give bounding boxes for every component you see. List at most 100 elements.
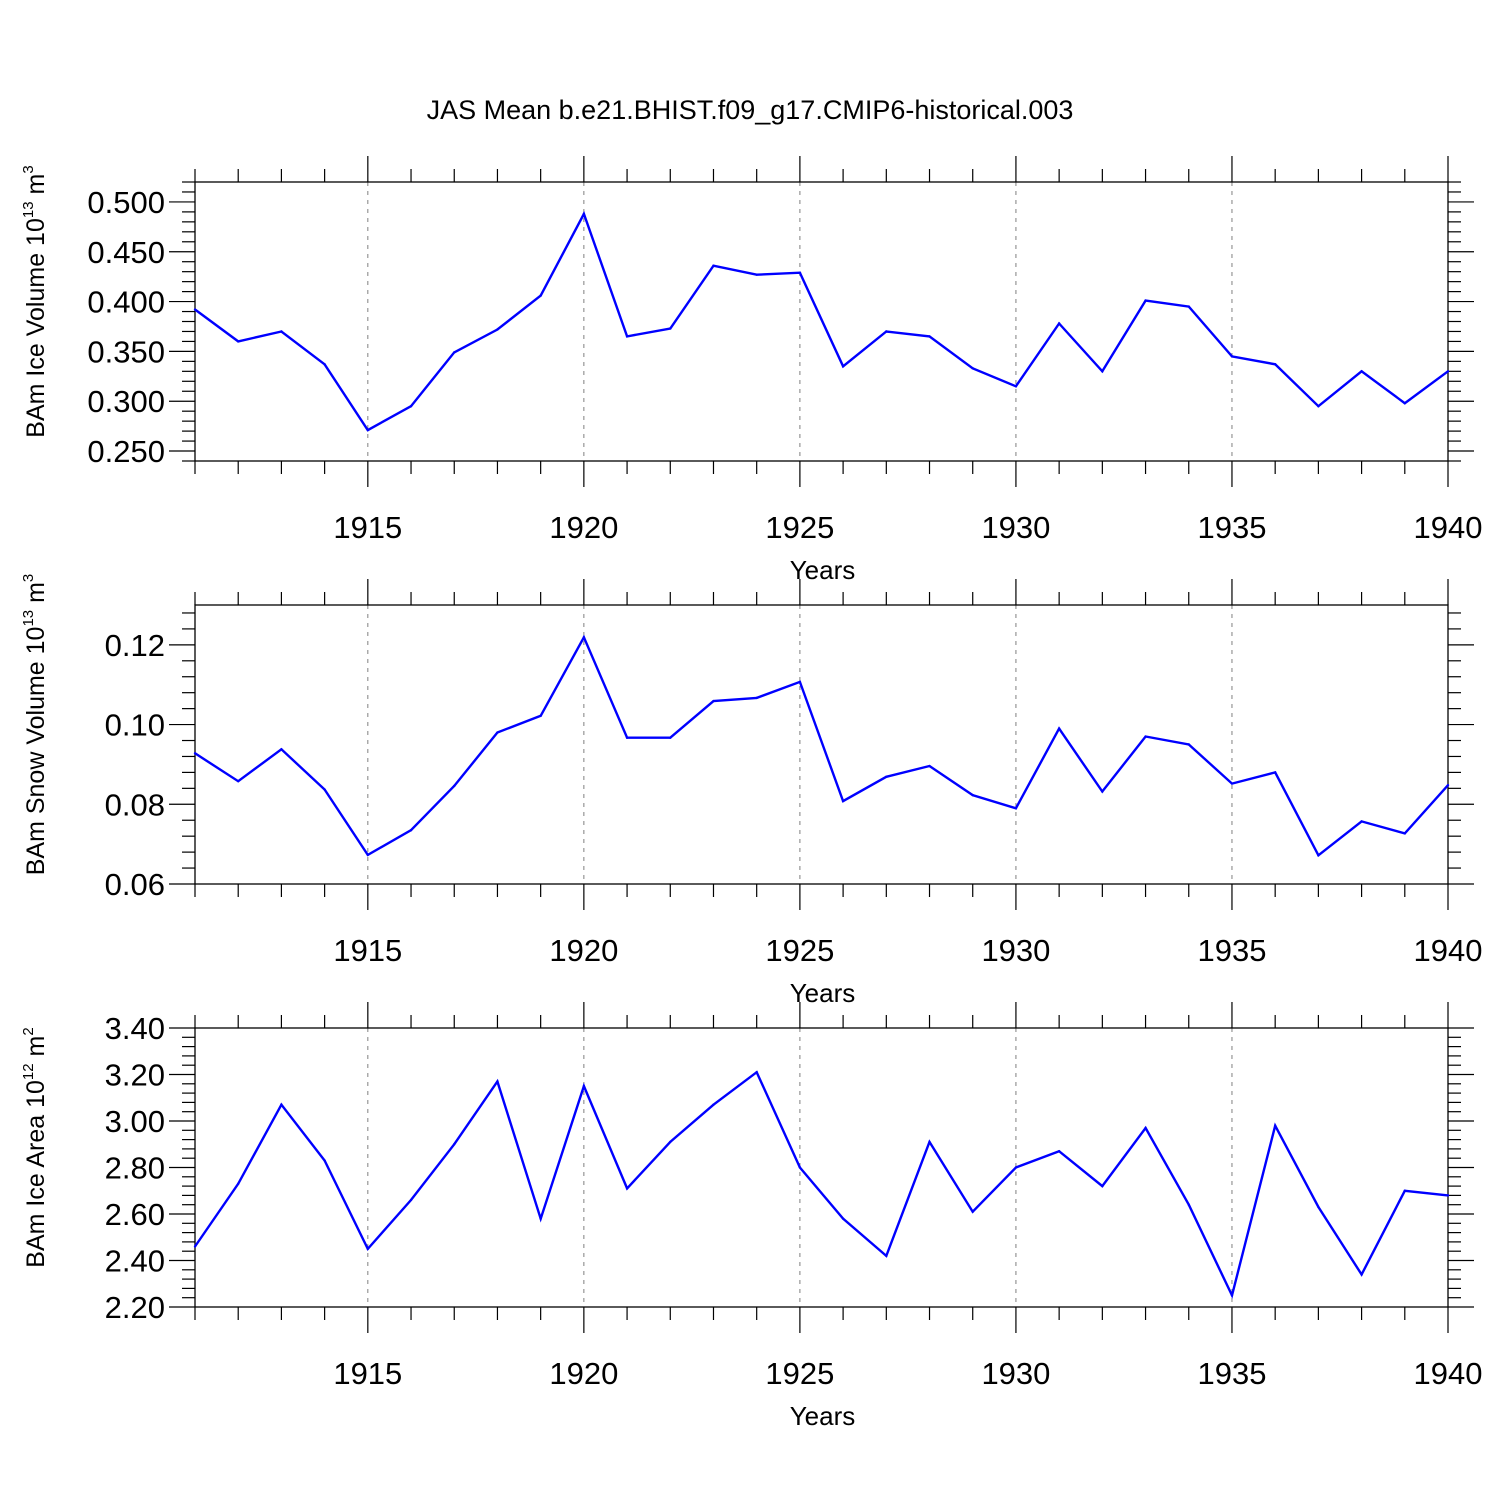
chart-1-x-tick-label: 1915 [333,510,402,545]
chart-3-data-point [712,1103,715,1106]
chart-1-y-tick-label: 0.500 [87,185,165,220]
figure-title: JAS Mean b.e21.BHIST.f09_g17.CMIP6-histo… [427,95,1074,125]
chart-3-data-point [1144,1126,1147,1130]
chart-1-data-point [669,327,672,330]
chart-2-y-tick-label: 0.12 [105,628,165,663]
chart-2-x-tick-label: 1925 [765,933,834,968]
chart-2-data-point [1317,854,1320,857]
chart-2-x-tick-label: 1935 [1197,933,1266,968]
chart-2-data-point [1014,807,1018,810]
chart-3-data-point [1446,1194,1450,1197]
chart-1-data-point [1014,385,1018,388]
chart-2-data-point [1144,735,1147,738]
chart-2-data-point [1230,782,1234,785]
chart-1-data-point [841,365,845,368]
chart-2-y-tick-label: 0.08 [105,787,165,822]
chart-2-series-line [194,634,1449,858]
chart-2-x-tick-label: 1930 [981,933,1050,968]
chart-2-data-point [625,736,629,739]
chart-3-data-point [1014,1166,1018,1169]
chart-1-data-point [885,330,888,333]
chart-3-data-point [323,1159,326,1162]
chart-2-data-point [798,680,802,684]
chart-2-data-point [1273,771,1277,774]
chart-2-x-axis-title: Years [790,978,856,1008]
chart-1-data-point [1101,370,1104,373]
chart-3-x-axis-title: Years [790,1401,856,1431]
chart-2-data-point [841,799,845,803]
chart-2-data-point [1187,743,1190,746]
chart-2-x-tick-label: 1915 [333,933,402,968]
chart-1-data-point [1144,299,1147,302]
chart-1-data-point [755,273,758,276]
chart-1-data-point [1446,370,1450,373]
chart-1-data-point [366,428,370,432]
chart-1-data-point [280,330,283,333]
chart-1-data-point [237,340,240,343]
chart-3-data-point [409,1198,413,1202]
chart-1-data-point [539,294,542,297]
chart-2-data-point [280,748,283,751]
chart-1-y-axis-title: BAm Ice Volume 1013 m3 [20,165,50,437]
chart-3-y-axis-title: BAm Ice Area 1012 m2 [20,1027,50,1267]
chart-2-data-point [1360,820,1363,823]
chart-2-data-point [539,714,542,718]
chart-3-data-point [193,1245,197,1248]
chart-1-data-point [1230,355,1234,358]
chart-2-data-point [453,784,456,788]
chart-1-data-point [1317,404,1320,408]
chart-3-frame [194,1027,1449,1308]
chart-2-data-point [366,853,370,857]
chart-3-data-point [496,1080,499,1083]
chart-1-data-point [193,308,197,311]
chart-1-data-point [1273,363,1277,366]
chart-1-data-point [1187,305,1190,308]
chart-2-data-point [582,636,586,639]
chart-1-y-tick-label: 0.250 [87,434,165,469]
chart-3-data-point [237,1182,240,1185]
chart-1-data-point [323,363,326,366]
chart-2-data-point [755,696,758,700]
chart-3-y-tick-label: 3.40 [105,1011,165,1046]
chart-3-data-point [798,1166,802,1169]
chart-2-data-point [1446,783,1450,787]
chart-3-y-tick-label: 3.00 [105,1104,165,1139]
chart-1: 0.250 0.300 0.350 0.400 0.450 0.500 1915 1920 19… [20,156,1482,585]
chart-3-data-point [453,1143,456,1146]
chart-1-data-point [1057,322,1061,325]
chart-2-data-point [885,775,888,778]
chart-2-x-tick-label: 1940 [1414,933,1483,968]
chart-3-data-point [755,1070,758,1074]
chart-2-x-tick-label: 1920 [549,933,618,968]
chart-1-data-point [409,404,413,408]
chart-3-data-point [928,1140,931,1144]
chart-2: 0.06 0.08 0.10 0.12 1915 1920 1925 1930 1935 1940… [20,574,1482,1008]
chart-2-data-point [193,752,197,755]
chart-3-data-point [1403,1189,1406,1192]
chart-2-y-tick-label: 0.06 [105,867,165,902]
chart-3-x-tick-label: 1915 [333,1356,402,1391]
chart-1-data-point [582,212,586,216]
chart-2-data-point [323,788,326,791]
chart-2-data-point [971,793,974,797]
chart-3-x-tick-label: 1920 [549,1356,618,1391]
chart-2-data-point [669,736,672,739]
chart-3-data-point [1057,1150,1061,1153]
chart-2-data-point [237,779,240,783]
chart-1-x-tick-label: 1940 [1414,510,1483,545]
chart-3-data-point [366,1247,370,1251]
chart-1-data-point [453,351,456,354]
chart-1-y-tick-label: 0.350 [87,334,165,369]
chart-1-data-point [1360,370,1363,373]
chart-3-data-point [885,1254,888,1258]
chart-3-data-point [582,1084,586,1088]
chart-3-data-point [971,1210,974,1213]
chart-1-y-tick-label: 0.400 [87,285,165,320]
chart-1-data-point [625,335,629,338]
chart-1-data-point [712,264,715,267]
chart-2-data-point [1403,832,1406,835]
chart-2-y-tick-label: 0.10 [105,708,165,743]
chart-1-x-tick-label: 1930 [981,510,1050,545]
chart-3-data-point [625,1187,629,1190]
